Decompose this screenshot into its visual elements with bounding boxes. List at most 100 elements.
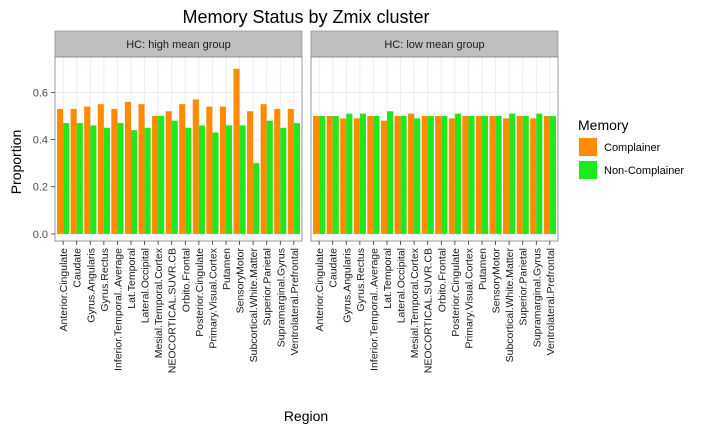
bar-non-complainer bbox=[482, 115, 489, 234]
x-tick-label: Posterior.Cingulate bbox=[450, 248, 462, 337]
bar-complainer bbox=[111, 108, 118, 234]
facet-strip bbox=[54, 30, 303, 58]
bar-non-complainer bbox=[536, 113, 543, 234]
bar-complainer bbox=[462, 115, 469, 234]
bar-complainer bbox=[503, 118, 510, 234]
bar-non-complainer bbox=[117, 123, 124, 234]
x-axis-title: Region bbox=[284, 408, 328, 424]
x-tick-label: Subcortical.White.Matter bbox=[248, 247, 260, 362]
bar-non-complainer bbox=[103, 127, 110, 234]
x-tick-label: SensoryMotor bbox=[235, 247, 247, 313]
bar-complainer bbox=[97, 104, 104, 234]
x-tick-label: Lateral.Occipital bbox=[140, 248, 152, 323]
bar-complainer bbox=[192, 99, 199, 234]
x-tick-label: Orbito.Frontal bbox=[180, 248, 192, 312]
facet-strip bbox=[310, 30, 559, 58]
panel-border bbox=[310, 56, 559, 242]
bar-non-complainer bbox=[239, 125, 246, 234]
bar-complainer bbox=[260, 104, 267, 234]
bar-complainer bbox=[340, 118, 347, 234]
bar-complainer bbox=[516, 115, 523, 234]
legend-key-complainer bbox=[579, 138, 597, 156]
bar-complainer bbox=[287, 108, 294, 234]
bar-complainer bbox=[475, 115, 482, 234]
bar-non-complainer bbox=[293, 123, 300, 234]
x-tick-label: NEOCORTICAL.SUVR.CB bbox=[423, 248, 435, 373]
bar-non-complainer bbox=[76, 123, 83, 234]
bar-complainer bbox=[435, 115, 442, 234]
bar-non-complainer bbox=[373, 115, 380, 234]
bar-non-complainer bbox=[495, 115, 502, 234]
bar-non-complainer bbox=[468, 115, 475, 234]
bar-non-complainer bbox=[454, 113, 461, 234]
bar-complainer bbox=[152, 115, 159, 234]
bar-non-complainer bbox=[522, 115, 529, 234]
bar-complainer bbox=[274, 108, 281, 234]
y-tick-label: 0.6 bbox=[33, 87, 48, 99]
x-tick-label: Primary.Visual.Cortex bbox=[207, 247, 219, 348]
bar-complainer bbox=[84, 106, 91, 234]
x-tick-label: Putamen bbox=[221, 248, 233, 290]
bar-non-complainer bbox=[509, 113, 516, 234]
bar-complainer bbox=[489, 115, 496, 234]
y-tick-label: 0.0 bbox=[33, 229, 48, 241]
x-tick-label: Ventrolateral.Prefrontal bbox=[545, 248, 557, 355]
x-tick-label: Inferior.Temporal..Average bbox=[112, 248, 124, 371]
x-tick-label: Primary.Visual.Cortex bbox=[463, 247, 475, 348]
bar-non-complainer bbox=[400, 115, 407, 234]
bar-non-complainer bbox=[332, 115, 339, 234]
bar-non-complainer bbox=[359, 113, 366, 234]
legend: Memory Complainer Non-Complainer bbox=[577, 117, 684, 181]
bar-complainer bbox=[138, 104, 145, 234]
bar-non-complainer bbox=[253, 163, 260, 234]
facet-strip-label: HC: high mean group bbox=[126, 39, 231, 51]
legend-key-non-complainer bbox=[579, 161, 597, 179]
bar-complainer bbox=[367, 115, 374, 234]
x-tick-label: Gyrus.Angularis bbox=[85, 248, 97, 323]
legend-label-complainer: Complainer bbox=[604, 142, 661, 154]
x-tick-label: Supramarginal.Gyrus bbox=[275, 248, 287, 347]
bar-complainer bbox=[313, 115, 320, 234]
bar-complainer bbox=[57, 108, 64, 234]
bar-non-complainer bbox=[131, 130, 138, 234]
bar-non-complainer bbox=[158, 115, 165, 234]
bar-non-complainer bbox=[198, 125, 205, 234]
x-tick-label: Caudate bbox=[72, 248, 84, 288]
bar-non-complainer bbox=[171, 120, 178, 234]
bar-non-complainer bbox=[427, 115, 434, 234]
x-tick-label: Posterior.Cingulate bbox=[194, 248, 206, 337]
bar-non-complainer bbox=[144, 127, 151, 234]
bar-non-complainer bbox=[414, 118, 421, 234]
bar-non-complainer bbox=[90, 125, 97, 234]
bar-non-complainer bbox=[280, 127, 287, 234]
bar-complainer bbox=[179, 104, 186, 234]
x-tick-label: Superior.Parietal bbox=[262, 248, 274, 326]
bar-complainer bbox=[124, 101, 131, 234]
x-tick-label: Lat.Temporal bbox=[382, 248, 394, 309]
legend-title: Memory bbox=[578, 117, 629, 133]
x-tick-label: Ventrolateral.Prefrontal bbox=[289, 248, 301, 355]
bar-non-complainer bbox=[549, 115, 556, 234]
bar-non-complainer bbox=[441, 115, 448, 234]
bar-non-complainer bbox=[212, 132, 219, 234]
x-tick-label: Caudate bbox=[328, 248, 340, 288]
bar-complainer bbox=[326, 115, 333, 234]
bar-complainer bbox=[380, 120, 387, 234]
legend-label-non-complainer: Non-Complainer bbox=[604, 165, 684, 177]
x-tick-label: Inferior.Temporal..Average bbox=[368, 248, 380, 371]
bar-complainer bbox=[448, 118, 455, 234]
plot-area: 0.0 0.2 0.4 0.6 HC: high mean group Anterior.… bbox=[33, 30, 559, 373]
bar-non-complainer bbox=[319, 115, 326, 234]
x-tick-label: Mesial.Temporal.Cortex bbox=[409, 247, 421, 358]
y-axis-title: Proportion bbox=[8, 130, 24, 195]
x-tick-label: Supramarginal.Gyrus bbox=[531, 248, 543, 347]
bar-non-complainer bbox=[226, 125, 233, 234]
bar-complainer bbox=[247, 111, 254, 234]
x-tick-label: Mesial.Temporal.Cortex bbox=[153, 247, 165, 358]
x-tick-label: Lat.Temporal bbox=[126, 248, 138, 309]
x-tick-label: Putamen bbox=[477, 248, 489, 290]
bar-complainer bbox=[421, 115, 428, 234]
bar-non-complainer bbox=[266, 120, 273, 234]
x-tick-label: Gyrus.Rectus bbox=[99, 248, 111, 312]
